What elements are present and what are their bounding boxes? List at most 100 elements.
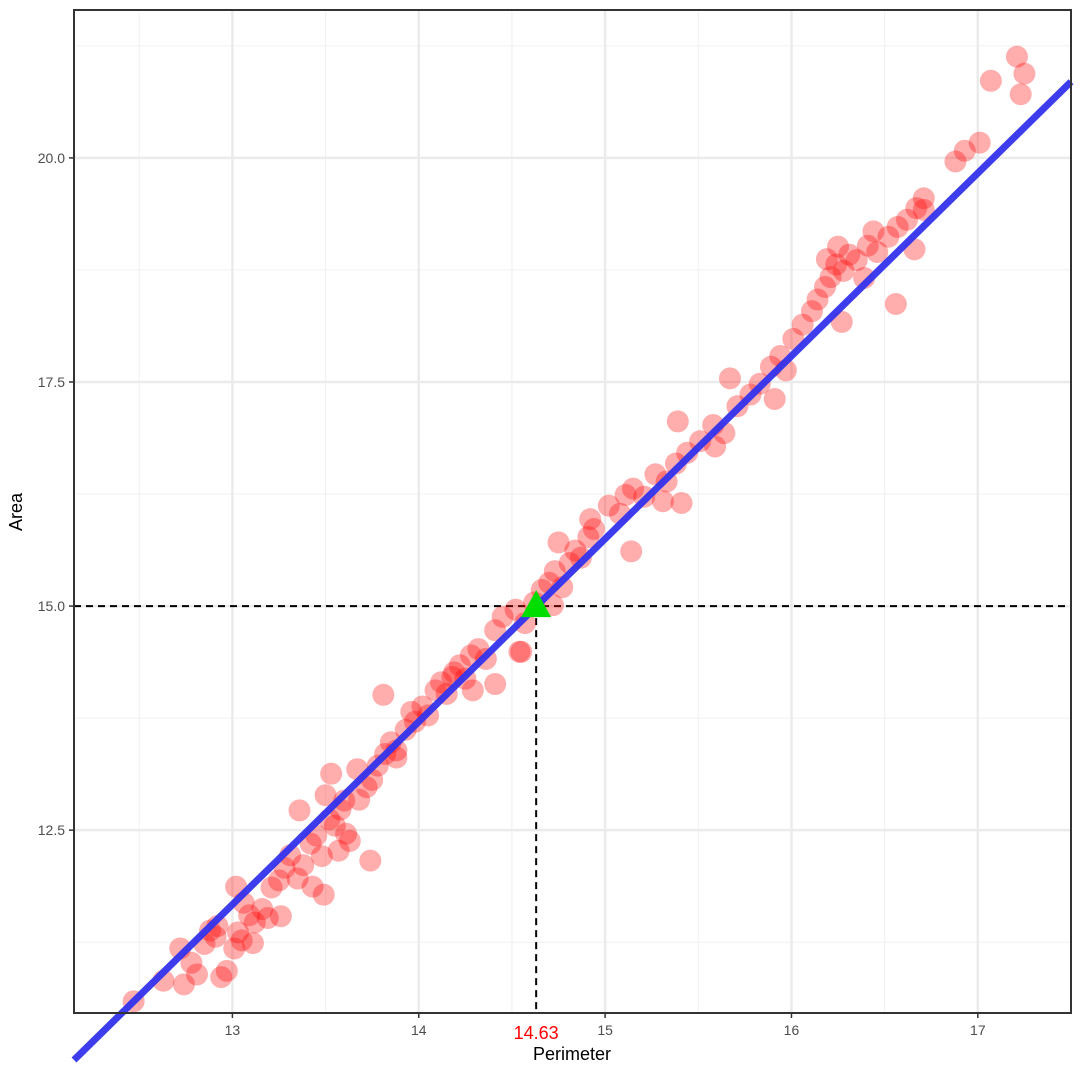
y-tick-label: 17.5: [38, 374, 65, 390]
data-point: [905, 197, 928, 220]
data-point: [210, 966, 233, 989]
data-point: [256, 906, 279, 929]
data-point: [461, 679, 484, 702]
data-point: [372, 683, 395, 706]
x-value-annotation: 14.63: [514, 1023, 559, 1043]
data-point: [838, 243, 861, 266]
y-tick-label: 15.0: [38, 598, 65, 614]
data-point: [979, 69, 1002, 92]
data-point: [314, 784, 337, 807]
data-point: [718, 367, 741, 390]
data-point: [286, 867, 309, 890]
data-point: [312, 883, 335, 906]
x-axis-ticks: 13 14 15 16 17: [225, 1013, 986, 1038]
data-point: [791, 313, 814, 336]
data-point: [504, 598, 527, 621]
data-point: [310, 845, 333, 868]
data-point: [320, 762, 343, 785]
data-point: [666, 410, 689, 433]
data-point: [912, 198, 935, 221]
data-point: [251, 898, 274, 921]
data-point: [335, 822, 358, 845]
data-point: [968, 131, 991, 154]
data-point: [620, 540, 643, 563]
data-point: [400, 700, 423, 723]
data-point: [260, 876, 283, 899]
data-point: [267, 869, 290, 892]
data-point: [204, 925, 227, 948]
data-point: [582, 517, 605, 540]
data-point: [815, 248, 838, 271]
data-point: [327, 839, 350, 862]
data-point: [299, 832, 322, 855]
data-point: [484, 673, 507, 696]
data-point: [243, 911, 266, 934]
data-point: [800, 300, 823, 323]
data-point: [614, 483, 637, 506]
data-point: [856, 234, 879, 257]
data-point: [230, 929, 253, 952]
data-point: [510, 640, 533, 663]
data-point: [564, 539, 587, 562]
data-point: [323, 814, 346, 837]
data-point: [886, 215, 909, 238]
data-point: [508, 640, 531, 663]
data-point: [866, 241, 889, 264]
data-point: [953, 139, 976, 162]
data-point: [622, 477, 645, 500]
y-tick-label: 20.0: [38, 150, 65, 166]
data-point: [579, 508, 602, 531]
data-point: [664, 452, 687, 475]
data-point: [185, 963, 208, 986]
data-point: [301, 875, 324, 898]
plot-border: [73, 9, 1072, 1014]
data-point: [513, 612, 536, 635]
fit-line: [71, 79, 1074, 1063]
y-axis-ticks: 12.5 15.0 17.5 20.0: [38, 150, 74, 838]
data-point: [292, 854, 315, 877]
plot-background: [74, 10, 1071, 1013]
data-point: [827, 235, 850, 258]
data-point: [223, 937, 246, 960]
data-point: [491, 605, 514, 628]
x-tick-label: 15: [597, 1022, 613, 1038]
y-tick-label: 12.5: [38, 822, 65, 838]
data-point: [832, 259, 855, 282]
data-point: [430, 671, 453, 694]
data-point: [269, 905, 292, 928]
x-tick-label: 16: [784, 1022, 800, 1038]
dashed-guide-lines: [74, 605, 1071, 1013]
x-tick-label: 14: [411, 1022, 427, 1038]
data-point: [238, 904, 261, 927]
data-point: [484, 619, 507, 642]
y-axis-title: Area: [6, 492, 26, 531]
data-point: [651, 490, 674, 513]
data-point: [226, 921, 249, 944]
data-point: [944, 150, 967, 173]
data-point: [912, 187, 935, 210]
data-point: [877, 225, 900, 248]
data-point: [676, 441, 699, 464]
data-point: [884, 292, 907, 315]
data-point: [819, 266, 842, 289]
data-point: [172, 973, 195, 996]
data-point: [338, 829, 361, 852]
regression-line: [71, 79, 1074, 1063]
data-point: [288, 799, 311, 822]
highlight-marker: [521, 590, 552, 618]
data-point: [577, 526, 600, 549]
x-tick-label: 17: [970, 1022, 986, 1038]
data-point: [1005, 45, 1028, 68]
data-point: [333, 789, 356, 812]
data-point: [597, 494, 620, 517]
data-point: [862, 220, 885, 243]
data-point: [845, 249, 868, 272]
data-point: [180, 951, 203, 974]
data-point: [806, 288, 829, 311]
data-point: [763, 388, 786, 411]
data-point: [896, 208, 919, 231]
data-point: [348, 788, 371, 811]
x-axis-title: Perimeter: [533, 1044, 611, 1064]
data-point: [241, 932, 264, 955]
